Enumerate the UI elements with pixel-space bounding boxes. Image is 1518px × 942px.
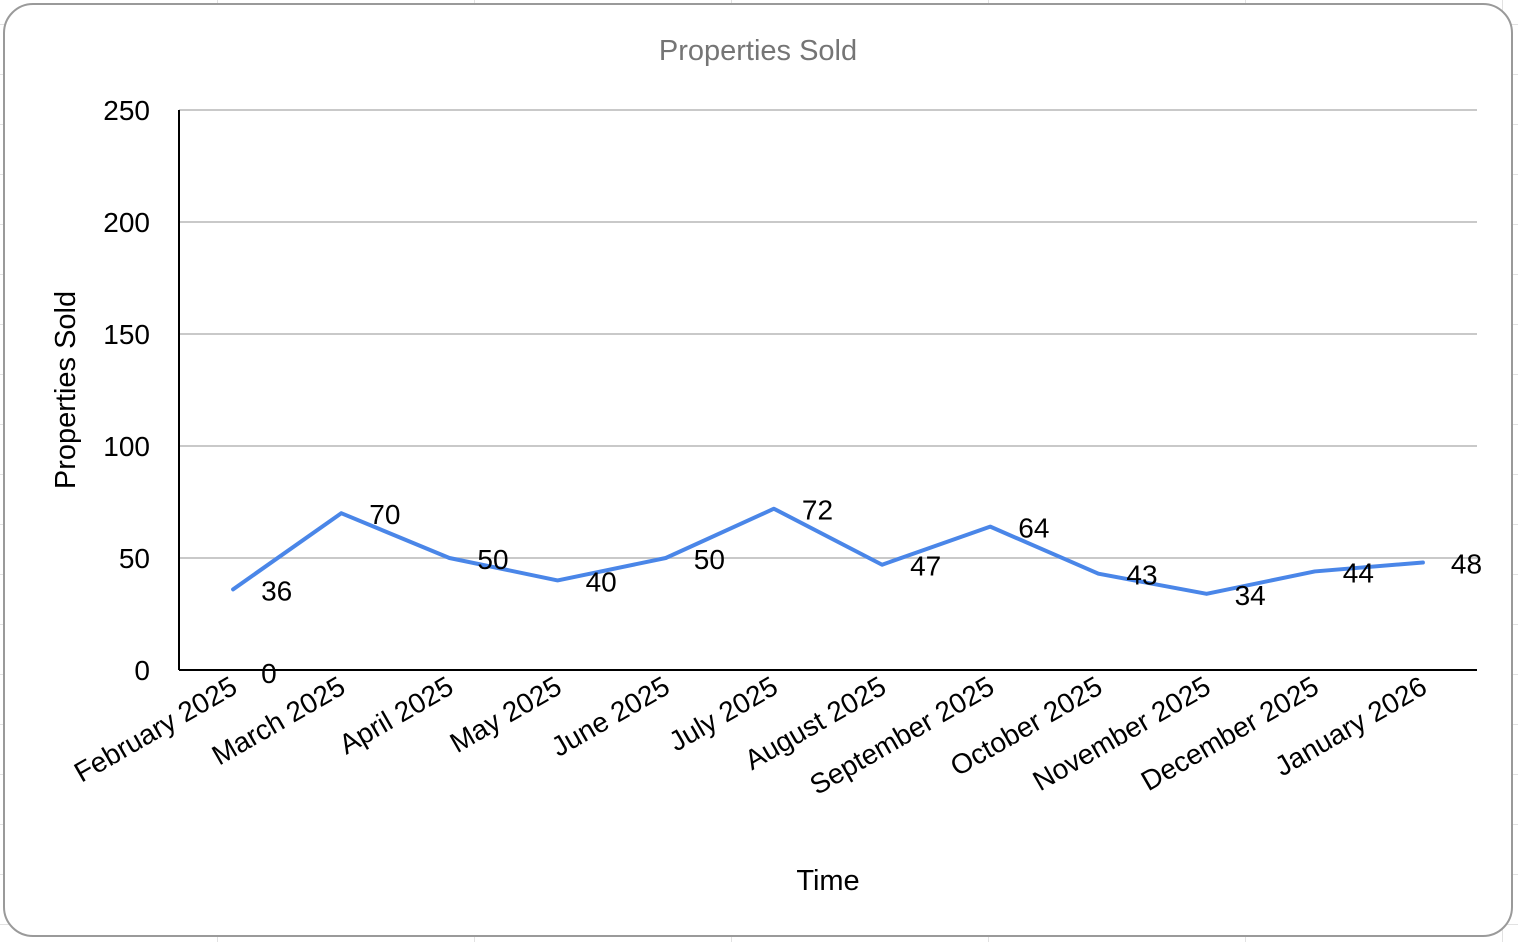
- x-tick-label: September 2025: [804, 670, 999, 800]
- y-tick-label: 100: [103, 431, 150, 462]
- chart-card: [3, 3, 1513, 937]
- x-tick-label: November 2025: [1028, 670, 1216, 796]
- x-tick-label: February 2025: [69, 670, 242, 788]
- y-axis-label: Properties Sold: [50, 291, 82, 489]
- data-label: 70: [369, 499, 400, 530]
- data-label: 44: [1343, 557, 1374, 588]
- y-tick-label: 200: [103, 207, 150, 238]
- data-label: 40: [586, 566, 617, 597]
- y-tick-label: 150: [103, 319, 150, 350]
- chart-title: Properties Sold: [659, 35, 857, 67]
- x-tick-label: April 2025: [334, 670, 459, 760]
- x-tick-label: June 2025: [546, 670, 675, 762]
- data-label: 72: [802, 495, 833, 526]
- data-label: 34: [1235, 580, 1266, 611]
- data-label: 0: [261, 658, 277, 689]
- y-tick-label: 0: [134, 655, 150, 686]
- x-tick-label: December 2025: [1136, 670, 1324, 796]
- y-tick-label: 50: [119, 543, 150, 574]
- data-label: 47: [910, 551, 941, 582]
- data-label: 64: [1018, 513, 1049, 544]
- x-axis-label: Time: [796, 865, 859, 897]
- data-label: 43: [1126, 560, 1157, 591]
- data-label: 50: [477, 544, 508, 575]
- y-tick-label: 250: [103, 95, 150, 126]
- series-line: [231, 506, 1425, 596]
- x-tick-label: May 2025: [445, 670, 567, 758]
- data-label: 48: [1451, 548, 1482, 579]
- data-label: 50: [694, 544, 725, 575]
- data-label: 36: [261, 575, 292, 606]
